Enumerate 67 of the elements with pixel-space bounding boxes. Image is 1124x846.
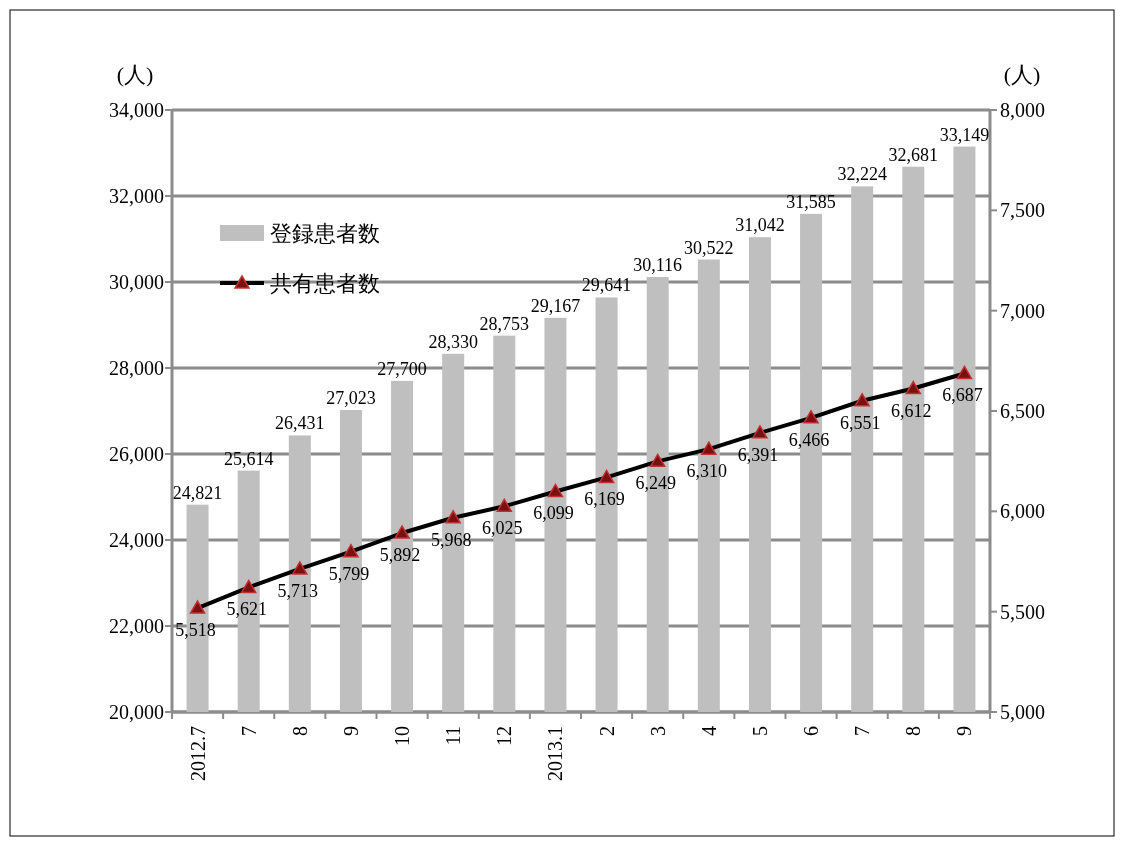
x-tick-label: 2 [595,726,618,736]
data-label: 5,799 [328,563,370,584]
x-tick-label: 6 [800,726,823,736]
x-tick-label: 2013.1 [544,726,567,781]
data-label: 26,431 [275,413,325,434]
data-label: 29,167 [530,295,581,316]
y-tick-label: 20,000 [109,701,164,723]
y-tick-label: 26,000 [109,443,164,465]
x-tick-label: 3 [646,726,669,736]
data-label: 31,585 [786,191,836,212]
y2-axis-title: (人) [1003,62,1041,87]
data-label: 5,968 [430,529,472,550]
data-label: 5,713 [277,580,319,601]
data-label: 29,641 [581,275,632,296]
x-tick-label: 9 [953,726,976,736]
data-label: 28,753 [479,313,530,334]
y2-tick-label: 6,500 [1000,400,1045,422]
data-label: 6,551 [839,412,881,433]
y2-tick-label: 8,000 [1000,99,1045,121]
x-tick-label: 11 [442,726,465,746]
data-label: 28,330 [428,331,478,352]
y2-tick-label: 7,000 [1000,299,1045,322]
data-label: 6,025 [482,518,523,539]
y2-tick-label: 7,500 [1000,199,1045,222]
y-tick-label: 28,000 [109,357,164,379]
data-label: 6,612 [891,400,932,421]
y2-tick-label: 5,500 [1000,600,1045,623]
x-tick-label: 9 [339,726,362,736]
data-label: 6,169 [584,489,625,510]
data-label: 5,518 [175,620,216,641]
data-label: 30,116 [633,255,683,276]
x-tick-label: 4 [697,726,720,736]
data-label: 25,614 [223,448,274,469]
x-tick-label: 10 [391,726,414,746]
legend-label: 共有患者数 [270,271,380,296]
data-label: 6,249 [635,473,676,494]
x-tick-label: 7 [851,726,874,736]
x-tick-label: 7 [237,726,260,736]
y-tick-label: 34,000 [109,99,164,121]
data-label: 6,466 [788,429,830,450]
data-label: 27,700 [377,358,427,379]
data-label: 5,892 [379,545,421,566]
data-label: 24,821 [172,482,223,503]
data-label: 31,042 [735,215,785,236]
y2-tick-label: 6,000 [1000,500,1045,523]
y2-tick-label: 5,000 [1000,701,1045,723]
data-label: 30,522 [684,237,734,258]
y-tick-label: 24,000 [109,529,164,551]
x-tick-label: 8 [902,726,925,736]
x-tick-label: 8 [288,726,311,736]
data-label: 32,681 [888,144,939,165]
data-label: 5,621 [226,599,267,620]
data-label: 6,310 [686,461,728,482]
x-tick-label: 5 [748,726,771,736]
data-label: 33,149 [939,124,990,145]
y-tick-label: 22,000 [109,615,164,637]
x-tick-label: 12 [493,726,516,746]
data-label: 32,224 [837,164,887,185]
data-label: 6,099 [533,503,574,524]
data-label: 6,391 [737,444,779,465]
x-tick-label: 2012.7 [186,726,209,781]
legend-label: 登録患者数 [270,221,380,246]
data-label: 6,687 [942,385,983,406]
data-label: 27,023 [326,388,376,409]
y-axis-title: (人) [116,62,154,87]
y-tick-label: 30,000 [109,271,164,293]
y-tick-label: 32,000 [109,185,164,207]
